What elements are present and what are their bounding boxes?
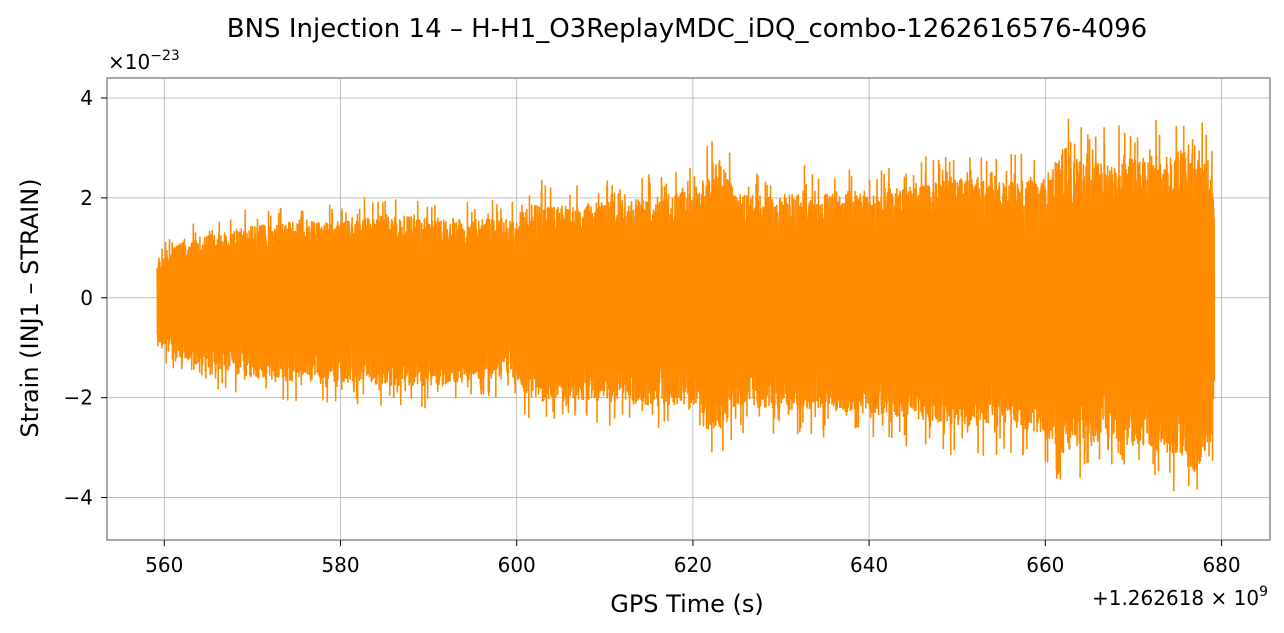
x-tick-label: 660 xyxy=(1026,553,1064,577)
x-tick-label: 600 xyxy=(498,553,536,577)
y-scale-label: ×10−23 xyxy=(108,48,180,74)
y-tick-label: 0 xyxy=(80,286,93,310)
y-tick-label: 2 xyxy=(80,186,93,210)
y-tick-label: 4 xyxy=(80,86,93,110)
x-tick-label: 580 xyxy=(321,553,359,577)
x-tick-label: 560 xyxy=(145,553,183,577)
plot-area xyxy=(156,118,1216,492)
x-tick-label: 620 xyxy=(674,553,712,577)
ticks: 560 580 600 620 640 660 680 −4 −2 0 2 4 xyxy=(64,86,1241,577)
plot-frame xyxy=(106,77,1271,541)
x-tick-label: 680 xyxy=(1202,553,1240,577)
chart-title: BNS Injection 14 – H-H1_O3ReplayMDC_iDQ_… xyxy=(227,14,1147,44)
x-axis-label: GPS Time (s) xyxy=(610,590,764,618)
y-tick-label: −2 xyxy=(64,386,93,410)
x-tick-label: 640 xyxy=(850,553,888,577)
strain-series-line xyxy=(156,118,1216,492)
x-offset-label: +1.262618 × 109 xyxy=(1092,584,1268,610)
y-axis-label: Strain (INJ1 – STRAIN) xyxy=(16,178,44,437)
y-tick-label: −4 xyxy=(64,486,93,510)
